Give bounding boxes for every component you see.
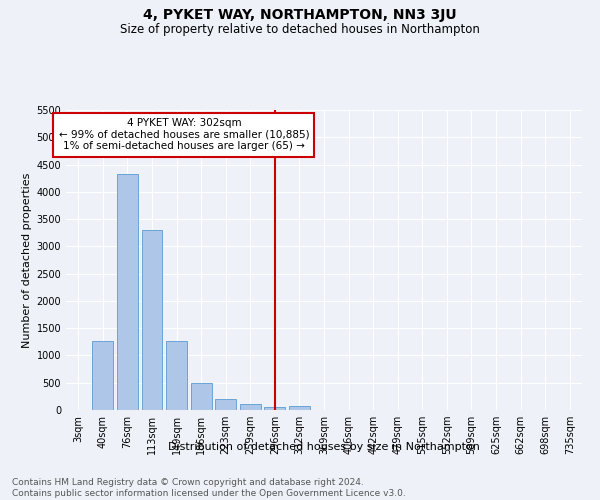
Text: 4, PYKET WAY, NORTHAMPTON, NN3 3JU: 4, PYKET WAY, NORTHAMPTON, NN3 3JU — [143, 8, 457, 22]
Bar — [215, 399, 236, 410]
Text: Size of property relative to detached houses in Northampton: Size of property relative to detached ho… — [120, 22, 480, 36]
Bar — [117, 174, 138, 410]
Text: Contains HM Land Registry data © Crown copyright and database right 2024.
Contai: Contains HM Land Registry data © Crown c… — [12, 478, 406, 498]
Y-axis label: Number of detached properties: Number of detached properties — [22, 172, 32, 348]
Bar — [265, 407, 286, 410]
Bar — [191, 384, 212, 410]
Bar — [240, 404, 261, 410]
Bar — [166, 340, 187, 410]
Bar — [142, 230, 163, 410]
Text: Distribution of detached houses by size in Northampton: Distribution of detached houses by size … — [168, 442, 480, 452]
Bar — [92, 340, 113, 410]
Text: 4 PYKET WAY: 302sqm
← 99% of detached houses are smaller (10,885)
1% of semi-det: 4 PYKET WAY: 302sqm ← 99% of detached ho… — [59, 118, 309, 152]
Bar — [289, 406, 310, 410]
